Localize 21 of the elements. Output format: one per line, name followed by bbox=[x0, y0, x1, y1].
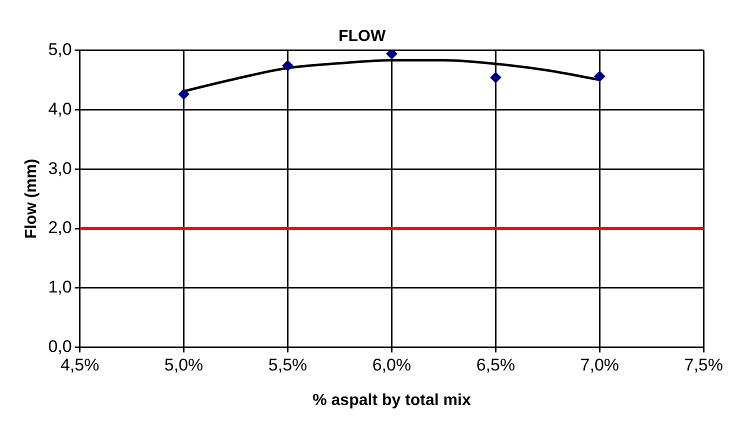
x-axis-title: % aspalt by total mix bbox=[312, 392, 471, 409]
y-tick-label: 1,0 bbox=[48, 278, 72, 297]
y-tick-label: 0,0 bbox=[48, 337, 72, 356]
y-tick-label: 2,0 bbox=[48, 218, 72, 238]
y-tick-label: 4,0 bbox=[48, 99, 72, 118]
x-tick-label: 7,0% bbox=[580, 355, 620, 374]
x-tick-label: 4,5% bbox=[60, 355, 100, 374]
y-axis-title: Flow (mm) bbox=[23, 158, 40, 239]
y-tick-label: 5,0 bbox=[48, 40, 72, 59]
point bbox=[594, 70, 606, 82]
point bbox=[282, 60, 294, 72]
chart-title: FLOW bbox=[338, 28, 386, 46]
x-tick-label: 5,0% bbox=[164, 355, 204, 374]
x-tick-label: 7,5% bbox=[684, 355, 723, 374]
y-tick-label: 3,0 bbox=[48, 158, 72, 178]
x-tick-label: 5,5% bbox=[268, 355, 308, 374]
point bbox=[386, 50, 398, 60]
point bbox=[178, 88, 190, 100]
x-tick-label: 6,0% bbox=[372, 355, 412, 374]
x-tick-label: 6,5% bbox=[476, 355, 516, 374]
point bbox=[490, 72, 502, 84]
